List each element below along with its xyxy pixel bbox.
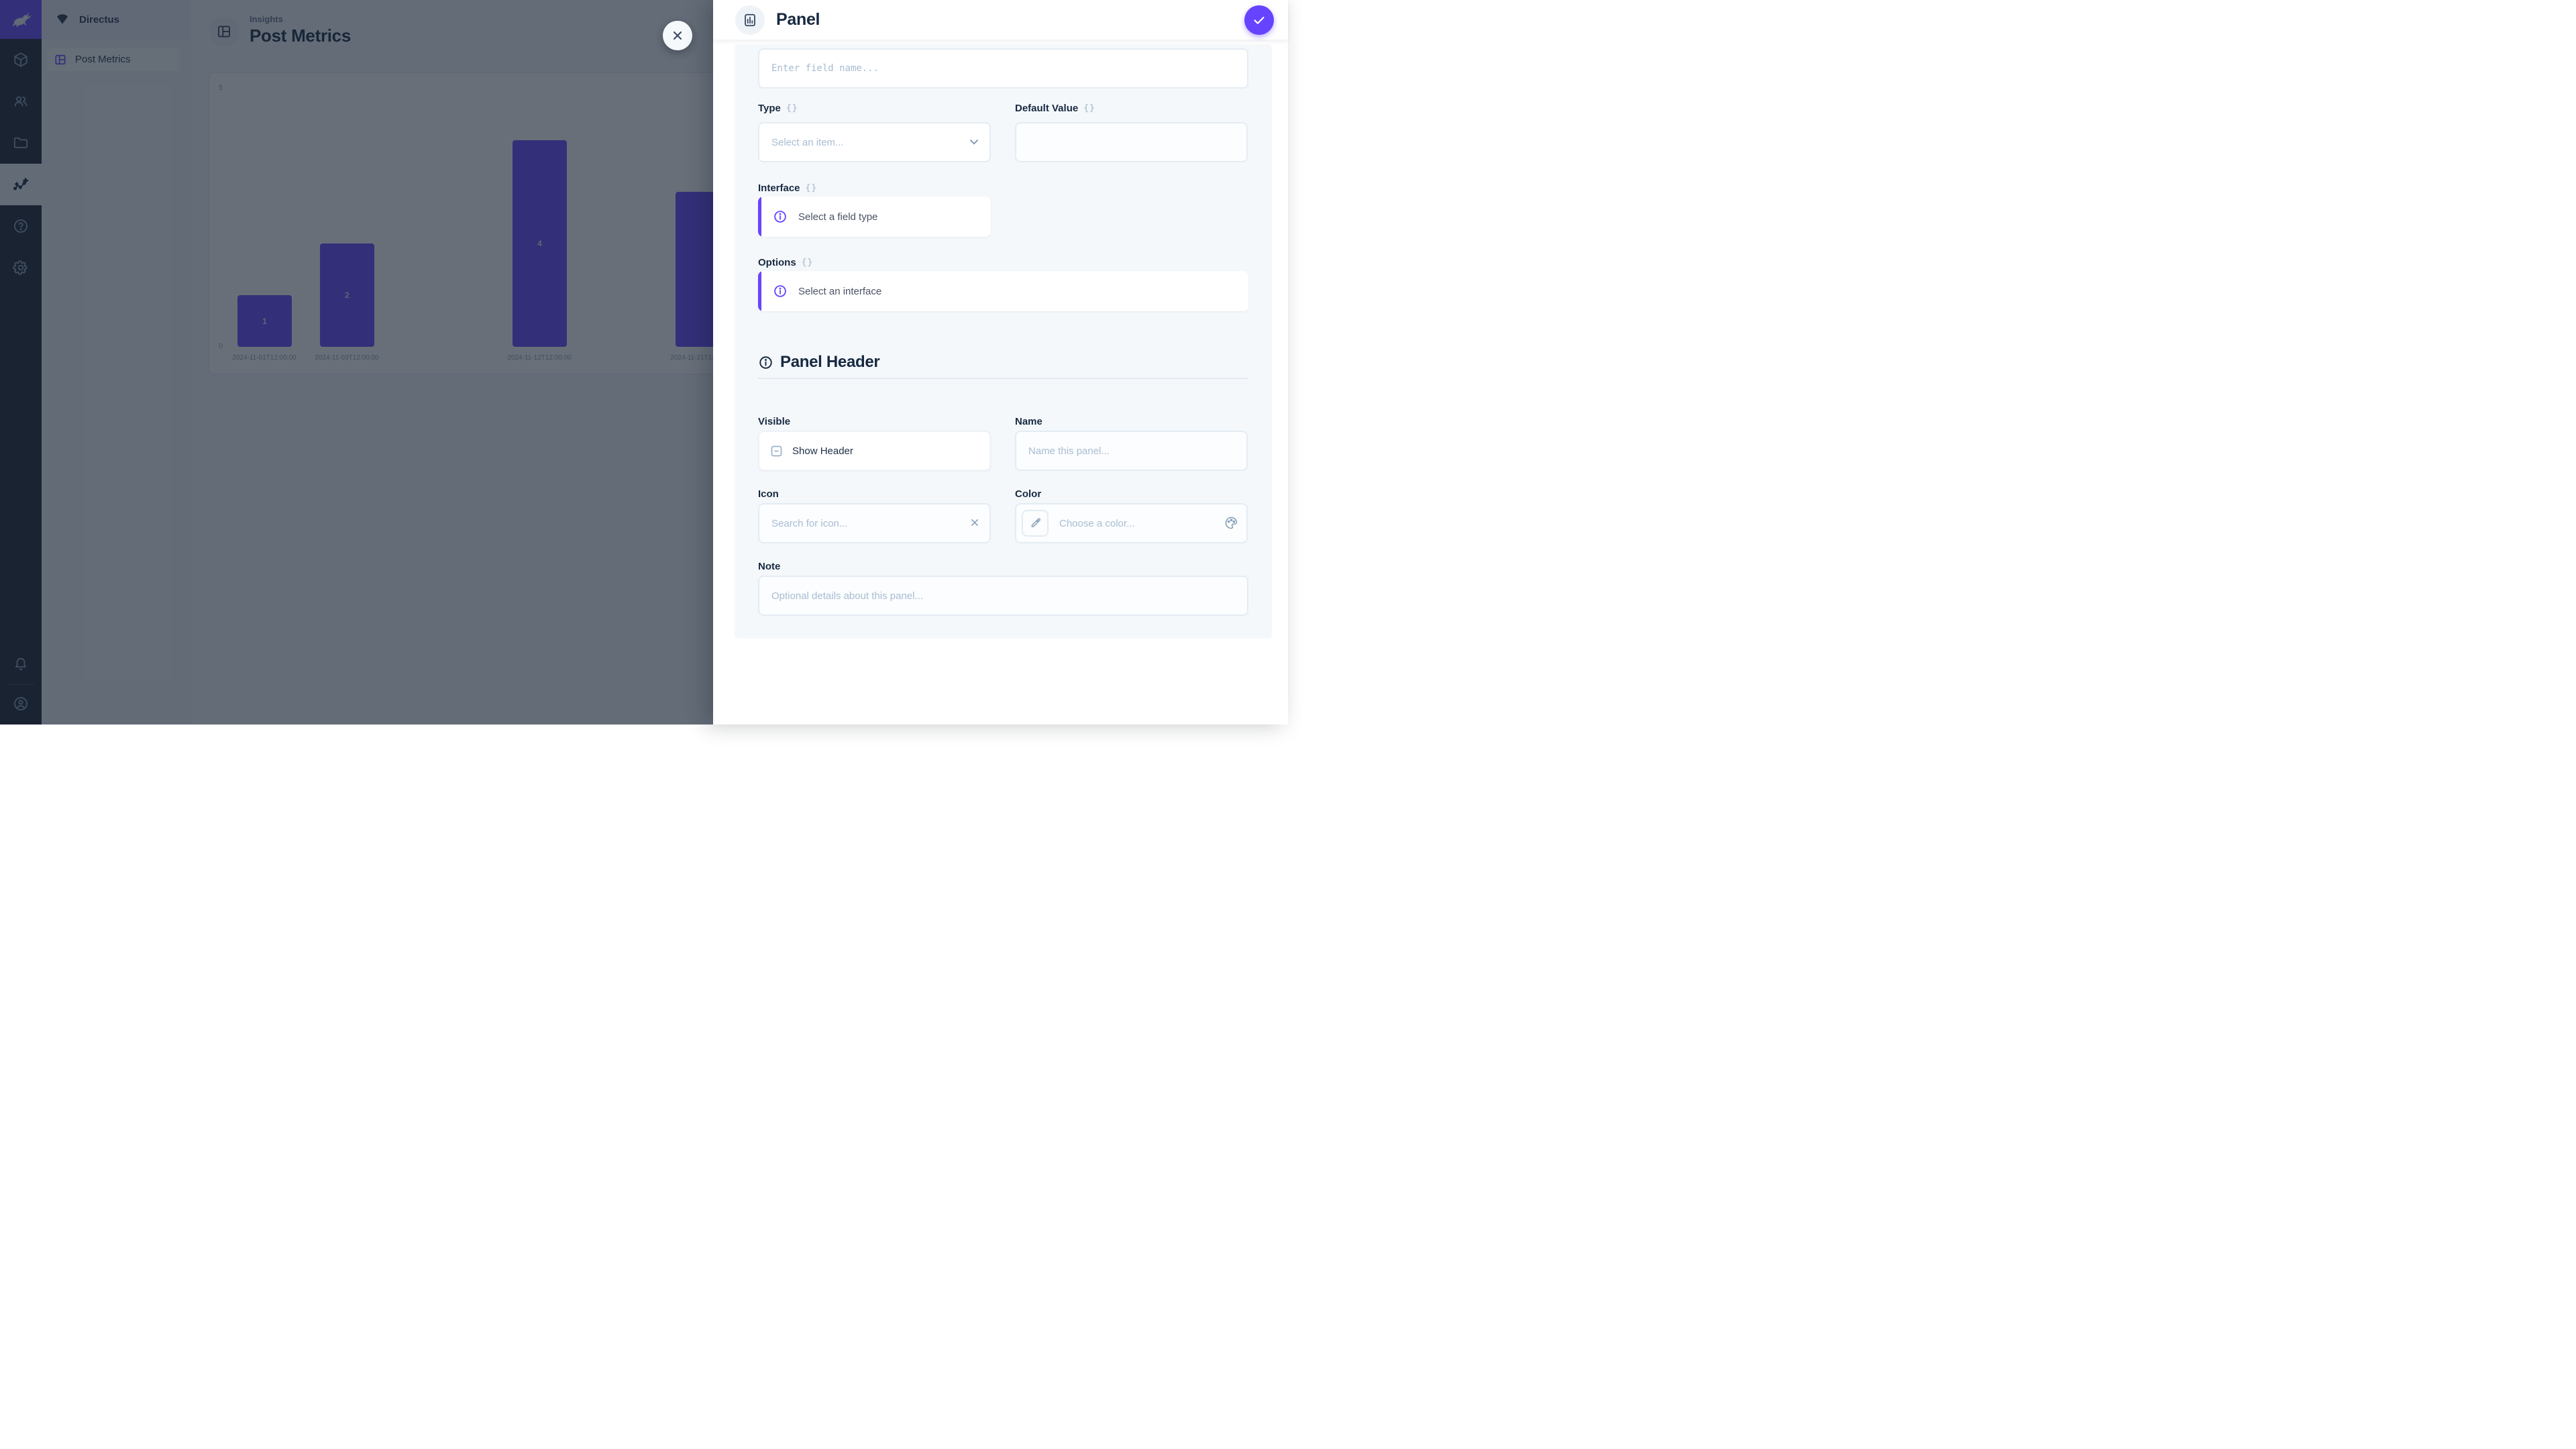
check-icon [1254,17,1265,24]
default-value-label: Default Value {} [1015,103,1095,114]
drawer-title: Panel [776,10,820,29]
clear-icon[interactable] [968,516,981,529]
save-panel-button[interactable] [1244,5,1274,35]
default-value-input[interactable] [1015,122,1248,162]
drawer-dim-overlay[interactable] [0,0,713,724]
section-divider [758,378,1248,379]
drawer-header-icon-circle [735,5,765,35]
panel-name-input[interactable] [1015,431,1248,471]
type-label: Type {} [758,103,798,114]
icon-label: Icon [758,488,779,500]
show-header-checkbox[interactable]: Show Header [758,431,991,471]
panel-form: Type {} Default Value {} Interface [735,44,1272,639]
interface-notice: Select a field type [758,197,991,237]
checkbox-indeterminate-icon [771,445,782,456]
braces-icon: {} [786,103,798,113]
info-icon [774,285,786,297]
braces-icon: {} [1083,103,1095,113]
info-icon [774,211,786,223]
name-label: Name [1015,416,1042,427]
note-label: Note [758,561,781,572]
color-label: Color [1015,488,1042,500]
close-drawer-button[interactable] [663,21,692,50]
field-name-input[interactable] [758,48,1248,89]
braces-icon: {} [805,183,818,193]
icon-search-input[interactable] [758,503,991,543]
color-swatch-button[interactable] [1022,510,1049,537]
close-icon [673,31,682,40]
bar-chart-panel-icon [745,13,755,27]
color-input[interactable] [1015,503,1248,543]
note-input[interactable] [758,576,1248,616]
palette-icon[interactable] [1224,515,1239,531]
info-icon [759,356,772,369]
eyedropper-icon [1031,518,1040,527]
visible-label: Visible [758,416,791,427]
type-select[interactable] [758,122,991,162]
braces-icon: {} [801,258,814,268]
panel-header-section-title: Panel Header [758,353,1248,372]
panel-drawer: Panel Type {} Default Value {} [713,0,1288,724]
options-notice: Select an interface [758,271,1248,311]
drawer-header: Panel [713,0,1288,40]
interface-label: Interface {} [758,182,818,194]
app-root: Directus Post Metrics Insights Post Metr… [0,0,1288,724]
options-label: Options {} [758,257,814,268]
